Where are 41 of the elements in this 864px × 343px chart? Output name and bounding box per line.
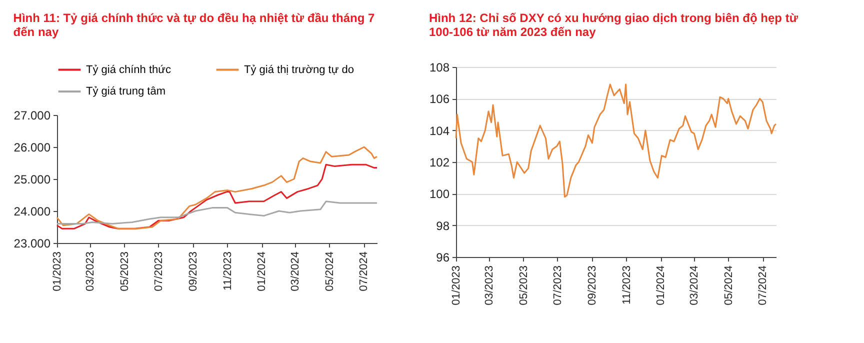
y-tick-label: 24.000 [14, 204, 51, 218]
line-series [56, 200, 378, 225]
x-tick-label: 03/2024 [688, 266, 701, 306]
legend-label: Tỷ giá thị trường tự do [244, 64, 354, 76]
x-tick-label: 03/2024 [290, 252, 302, 292]
y-tick-label: 26.000 [14, 140, 51, 154]
y-tick-label: 27.000 [14, 108, 51, 122]
y-tick-label: 23.000 [14, 236, 51, 250]
x-tick-label: 09/2023 [586, 266, 599, 306]
x-tick-label: 11/2023 [620, 266, 633, 304]
x-tick-label: 07/2024 [358, 252, 370, 292]
x-tick-label: 07/2023 [152, 252, 165, 292]
x-tick-label: 05/2023 [118, 252, 131, 292]
y-tick-label: 108 [429, 60, 450, 74]
legend-label: Tỷ giá trung tâm [86, 86, 166, 98]
x-tick-label: 05/2024 [722, 266, 735, 306]
x-tick-label: 03/2023 [484, 266, 496, 306]
y-tick-label: 98 [436, 218, 450, 233]
chart-title: Hình 11: Tỷ giá chính thức và tự do đều hạ nhiệt từ đầu tháng 7 đến nay [13, 11, 376, 39]
y-tick-label: 106 [429, 92, 450, 106]
x-tick-label: 05/2024 [324, 252, 336, 292]
x-tick-label: 01/2024 [655, 266, 668, 306]
y-tick-label: 100 [429, 187, 450, 202]
x-tick-label: 09/2023 [188, 252, 200, 292]
x-tick-label: 05/2023 [518, 266, 530, 306]
chart-title: Hình 12: Chỉ số DXY có xu hướng giao dịch trong biên độ hẹp từ 100-106 từ năm 2023 đến nay [428, 11, 798, 39]
x-tick-label: 01/2023 [450, 266, 462, 306]
y-tick-label: 104 [429, 124, 450, 138]
x-tick-label: 07/2023 [552, 266, 564, 306]
x-tick-label: 07/2024 [757, 266, 770, 306]
x-tick-label: 11/2023 [222, 252, 234, 290]
y-tick-label: 102 [429, 156, 450, 170]
line-series [56, 146, 378, 230]
legend-label: Tỷ giá chính thức [86, 64, 172, 76]
x-tick-label: 03/2023 [84, 252, 97, 292]
y-tick-label: 25.000 [14, 172, 51, 186]
x-tick-label: 01/2023 [52, 252, 64, 292]
line-series [56, 164, 378, 230]
y-tick-label: 96 [436, 250, 450, 264]
line-series [455, 84, 777, 198]
x-tick-label: 01/2024 [256, 252, 268, 292]
